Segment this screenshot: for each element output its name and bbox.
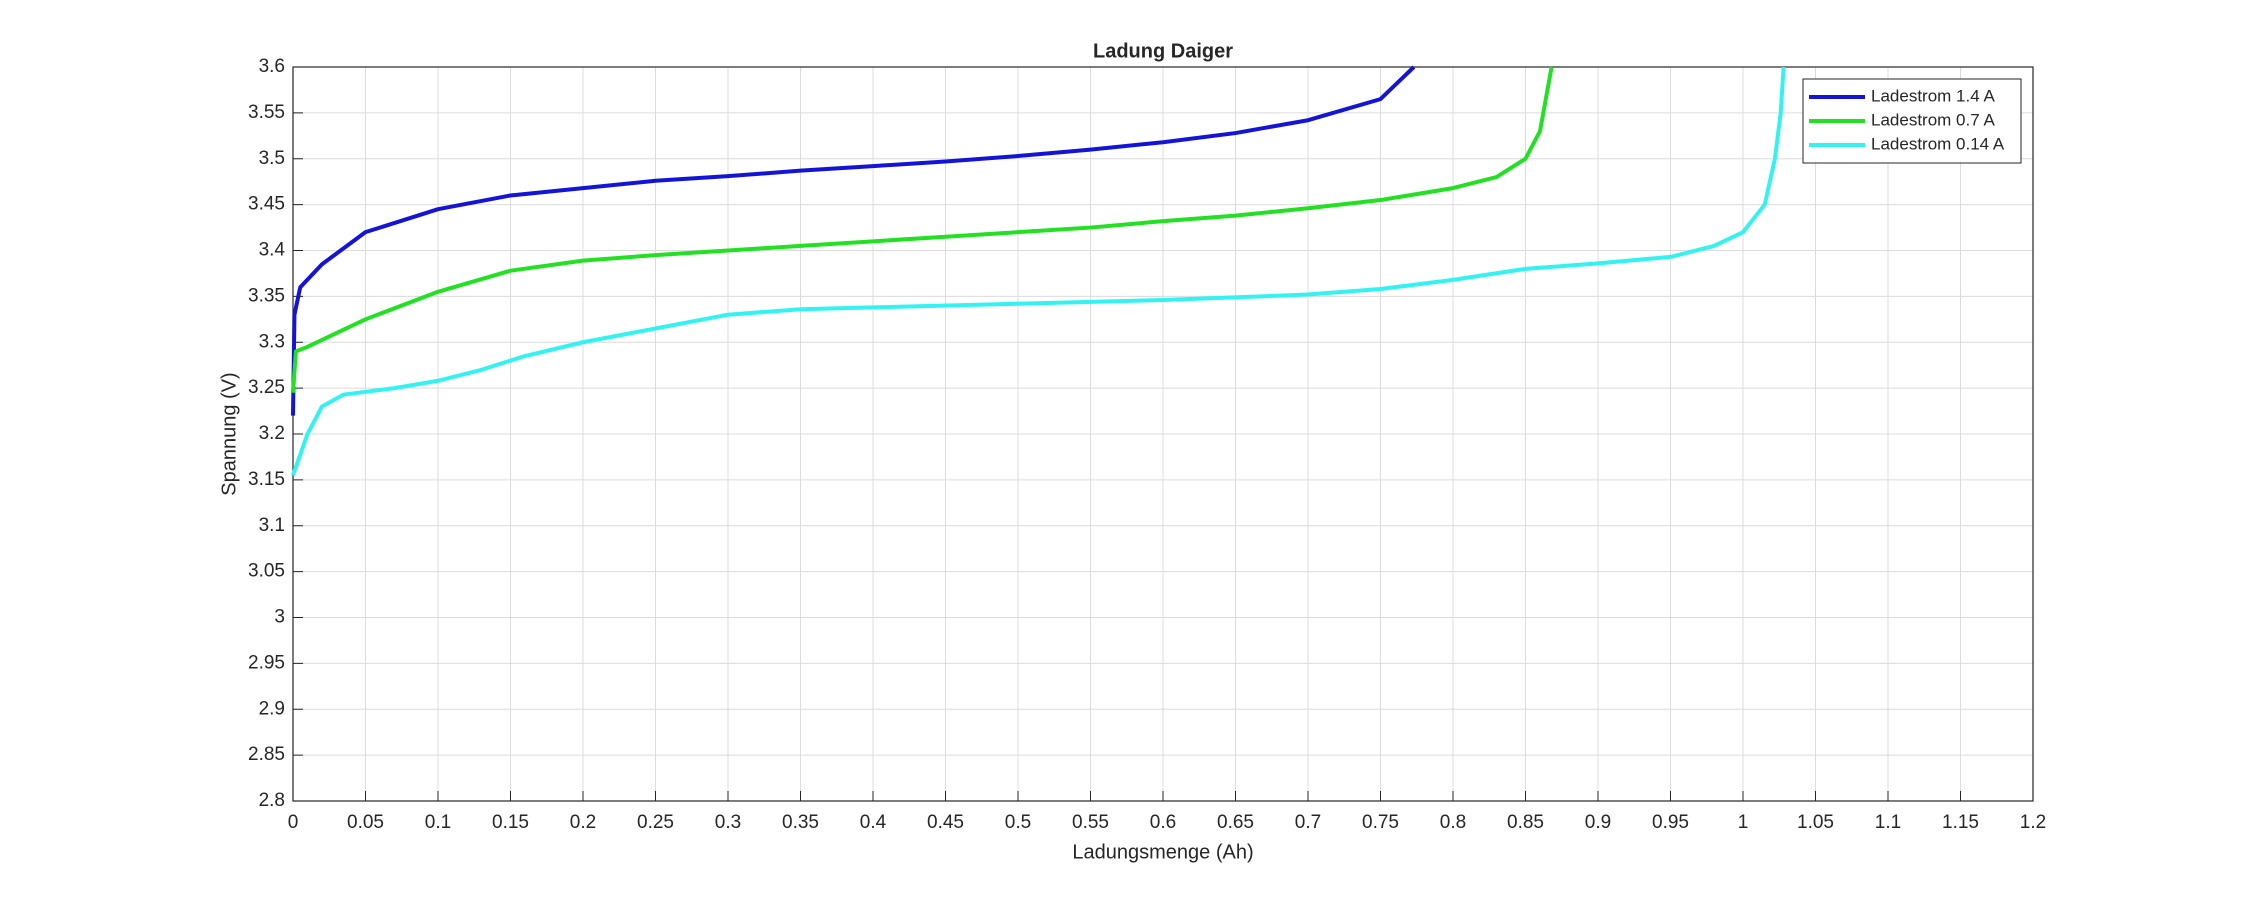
x-tick-label: 0.45 bbox=[927, 812, 964, 833]
y-tick-label: 3.4 bbox=[259, 240, 286, 261]
x-tick-label: 0.65 bbox=[1217, 812, 1254, 833]
x-tick-label: 0.8 bbox=[1440, 812, 1466, 833]
y-tick-label: 2.85 bbox=[248, 744, 285, 765]
y-tick-label: 2.95 bbox=[248, 652, 285, 673]
x-tick-label: 0.3 bbox=[715, 812, 741, 833]
y-tick-label: 3.25 bbox=[248, 377, 285, 398]
y-tick-label: 3.45 bbox=[248, 194, 285, 215]
x-tick-label: 0.35 bbox=[782, 812, 819, 833]
x-tick-label: 0.05 bbox=[347, 812, 384, 833]
x-tick-label: 0.1 bbox=[425, 812, 451, 833]
x-tick-label: 0.85 bbox=[1507, 812, 1544, 833]
x-tick-label: 0.7 bbox=[1295, 812, 1321, 833]
y-tick-label: 3.2 bbox=[259, 423, 285, 444]
y-tick-label: 3 bbox=[274, 607, 285, 628]
x-tick-label: 0.4 bbox=[860, 812, 887, 833]
x-tick-label: 0 bbox=[288, 812, 299, 833]
x-tick-label: 0.2 bbox=[570, 812, 596, 833]
y-tick-label: 2.9 bbox=[259, 698, 285, 719]
x-tick-label: 0.15 bbox=[492, 812, 529, 833]
x-tick-label: 1 bbox=[1738, 812, 1749, 833]
legend-label: Ladestrom 0.14 A bbox=[1871, 134, 2005, 153]
y-tick-label: 3.3 bbox=[259, 331, 285, 352]
y-tick-label: 3.15 bbox=[248, 469, 285, 490]
data-line bbox=[291, 65, 1416, 416]
x-tick-label: 0.75 bbox=[1362, 812, 1399, 833]
y-tick-label: 3.35 bbox=[248, 285, 285, 306]
x-tick-label: 0.5 bbox=[1005, 812, 1031, 833]
legend-label: Ladestrom 1.4 A bbox=[1871, 86, 1995, 105]
y-tick-label: 3.5 bbox=[259, 148, 285, 169]
y-tick-label: 3.6 bbox=[259, 56, 285, 77]
x-tick-label: 1.2 bbox=[2020, 812, 2046, 833]
x-axis-label: Ladungsmenge (Ah) bbox=[1072, 841, 1253, 863]
x-tick-label: 1.15 bbox=[1942, 812, 1979, 833]
x-tick-label: 1.1 bbox=[1875, 812, 1901, 833]
x-tick-label: 0.55 bbox=[1072, 812, 1109, 833]
x-tick-label: 0.25 bbox=[637, 812, 674, 833]
chart-title: Ladung Daiger bbox=[1093, 40, 1233, 62]
x-tick-label: 0.9 bbox=[1585, 812, 1611, 833]
y-axis-label: Spannung (V) bbox=[218, 372, 240, 495]
plot-frame bbox=[292, 66, 2034, 802]
x-tick-label: 1.05 bbox=[1797, 812, 1834, 833]
x-tick-label: 0.6 bbox=[1150, 812, 1176, 833]
y-tick-label: 2.8 bbox=[259, 790, 285, 811]
y-tick-label: 3.55 bbox=[248, 102, 285, 123]
legend-label: Ladestrom 0.7 A bbox=[1871, 110, 1995, 129]
x-tick-label: 0.95 bbox=[1652, 812, 1689, 833]
y-tick-label: 3.05 bbox=[248, 561, 285, 582]
data-line bbox=[291, 66, 1554, 393]
data-line bbox=[291, 66, 1786, 476]
y-tick-label: 3.1 bbox=[259, 515, 285, 536]
